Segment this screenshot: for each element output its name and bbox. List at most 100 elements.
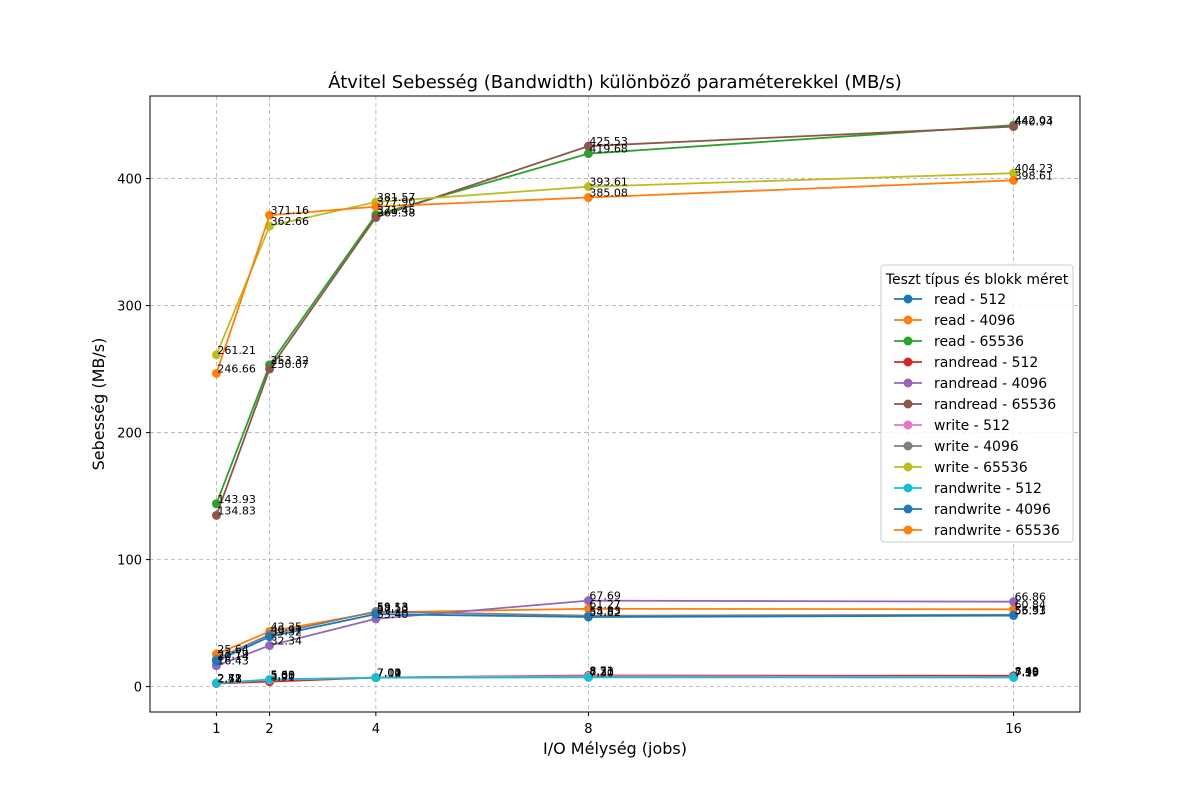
data-label: 2.71 [217,672,242,685]
data-label: 56.51 [1015,604,1047,617]
data-label: 425.53 [589,135,628,148]
data-point [371,212,381,222]
data-label: 57.10 [377,603,409,616]
data-label: 261.21 [217,344,256,357]
data-labels: 2.58 5.08 7.02 8.31 7.98 25.64 43.35 58.53 61.27… [217,114,1053,685]
x-tick-label: 8 [584,722,592,737]
data-label: 7.11 [377,667,402,680]
data-point [265,641,275,651]
data-point [583,149,593,159]
legend-marker [903,357,913,367]
data-point [583,141,593,151]
y-tick-label: 300 [117,300,142,315]
data-label: 67.69 [589,590,621,603]
data-label: 21.79 [217,648,249,661]
y-tick-label: 200 [117,427,142,442]
plot-frame [149,95,1081,713]
data-label: 8.23 [589,665,614,678]
legend-label: randread - 512 [934,355,1038,371]
data-label: 253.32 [271,354,310,367]
data-label: 2.47 [217,672,242,685]
legend-items: read - 512 read - 4096 read - 65536 randrea… [894,292,1060,539]
legend-label: randread - 4096 [934,376,1047,392]
legend-label: write - 512 [934,418,1010,434]
series-group [211,120,1019,688]
data-label: 362.66 [271,215,310,228]
data-label: 2.58 [217,672,242,685]
data-point [583,612,593,622]
legend-label: randread - 65536 [934,397,1056,413]
legend: Teszt típus és blokk méret read - 512rea… [880,264,1074,543]
data-point [265,210,275,220]
data-point [265,674,275,684]
data-label: 5.33 [271,669,296,682]
legend-marker [903,315,913,325]
y-tick-label: 100 [117,554,142,569]
y-tick-label: 0 [134,681,142,696]
data-label: 8.71 [589,665,614,678]
data-point [583,604,593,614]
data-label: 40.91 [271,624,303,637]
data-label: 250.07 [271,358,310,371]
legend-box [880,264,1074,543]
data-point [1009,597,1019,607]
legend-marker [903,378,913,388]
x-axis-ticks: 1 2 4 8 16 [212,712,1022,737]
y-axis-label: Sebesség (MB/s) [89,338,108,471]
data-point [1009,168,1019,178]
data-label: 58.53 [377,601,409,614]
data-label: 381.57 [377,191,416,204]
data-point [371,609,381,619]
y-axis-ticks: 0 100 200 300 400 [117,173,150,696]
data-label: 7.04 [377,667,402,680]
data-label: 7.30 [589,666,614,679]
legend-marker [903,420,913,430]
data-label: 25.64 [217,643,249,656]
data-point [583,193,593,203]
legend-marker [903,483,913,493]
data-label: 43.35 [271,621,303,634]
data-label: 377.90 [377,196,416,209]
legend-label: randwrite - 4096 [934,502,1051,518]
legend-marker [903,462,913,472]
data-label: 404.23 [1015,162,1054,175]
data-point [583,596,593,606]
data-label: 32.34 [271,635,303,648]
x-tick-label: 16 [1005,722,1022,737]
data-point [371,673,381,683]
data-point [211,499,221,509]
data-point [583,672,593,682]
data-point [1009,122,1019,132]
data-label: 143.93 [217,493,256,506]
data-point [265,364,275,374]
data-label: 385.08 [589,187,628,200]
data-label: 7.98 [1015,665,1040,678]
data-label: 371.16 [271,204,310,217]
data-label: 246.66 [217,362,256,375]
x-tick-label: 1 [212,722,220,737]
data-label: 398.61 [1015,169,1054,182]
data-label: 16.43 [217,655,249,668]
legend-label: read - 65536 [934,334,1024,350]
data-label: 7.00 [377,667,402,680]
data-label: 8.49 [1015,665,1040,678]
data-label: 55.83 [589,605,621,618]
series-line [216,613,1014,662]
data-label: 371.45 [377,204,416,217]
data-label: 442.03 [1015,114,1054,127]
data-point [583,182,593,192]
legend-label: write - 4096 [934,439,1019,455]
data-point [211,368,221,378]
data-label: 53.40 [377,608,409,621]
data-label: 59.13 [377,600,409,613]
data-label: 393.61 [589,176,628,189]
data-label: 7.02 [377,667,402,680]
legend-marker [903,399,913,409]
data-label: 2.72 [217,672,242,685]
data-point [371,202,381,212]
chart-title: Átvitel Sebesség (Bandwidth) különböző p… [328,71,902,93]
legend-title: Teszt típus és blokk méret [885,272,1069,288]
data-point [211,350,221,360]
data-label: 8.31 [589,665,614,678]
